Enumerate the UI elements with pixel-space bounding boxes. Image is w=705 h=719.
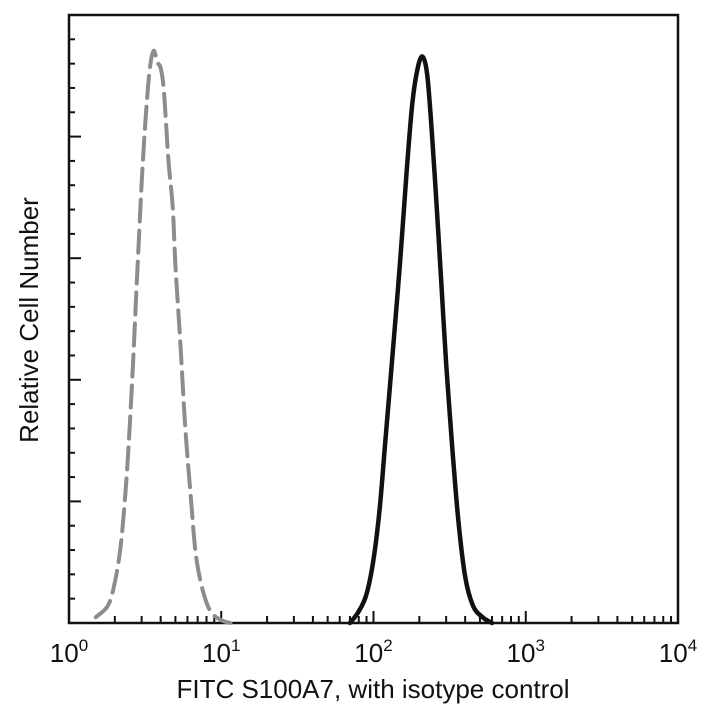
plot-frame [67, 13, 680, 625]
series-layer [93, 48, 495, 626]
x-axis-title: FITC S100A7, with isotype control [176, 674, 569, 704]
x-tick-label: 103 [507, 636, 545, 668]
x-tick-label: 102 [354, 636, 392, 668]
y-axis-title: Relative Cell Number [14, 197, 44, 443]
s100a7-curve [347, 54, 495, 626]
isotype-control-curve [93, 48, 233, 625]
x-tick-label: 104 [659, 636, 697, 668]
x-tick-label: 100 [50, 636, 88, 668]
x-axis-ticks [68, 611, 679, 623]
y-axis-ticks [69, 14, 81, 624]
x-axis-tick-labels: 100 101 102 103 104 [50, 636, 697, 668]
x-tick-label: 101 [202, 636, 240, 668]
